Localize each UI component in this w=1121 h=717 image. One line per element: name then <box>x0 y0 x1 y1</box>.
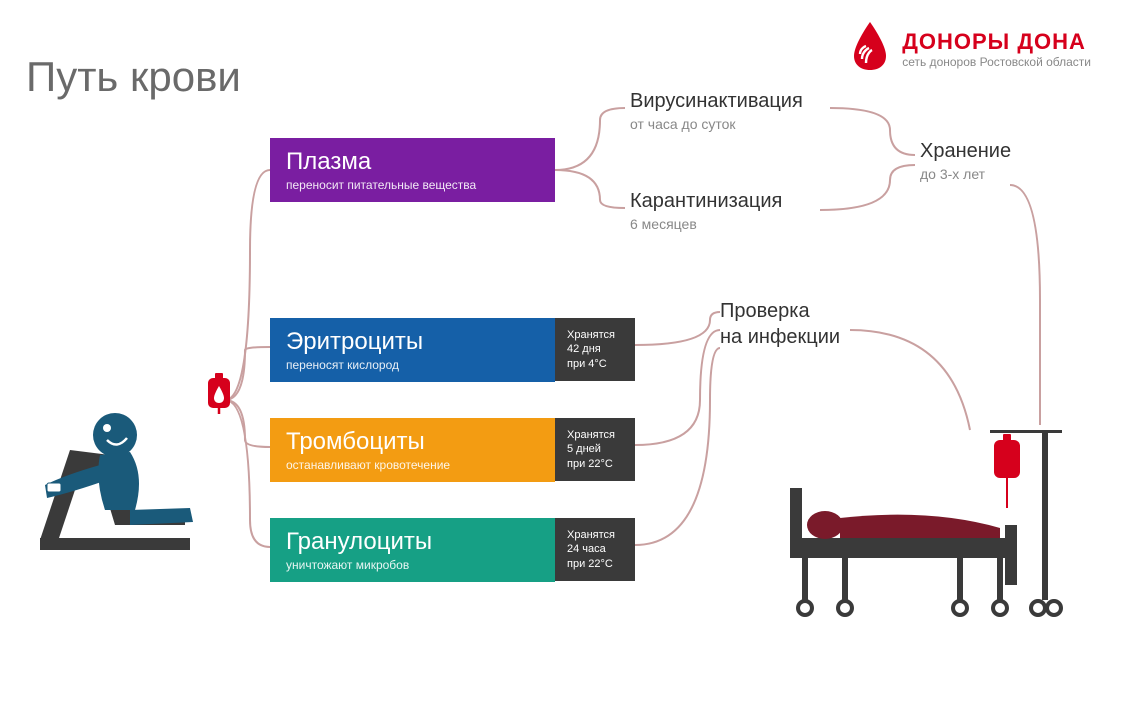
thrombocytes-subtitle: останавливают кровотечение <box>286 458 539 472</box>
stage-title: Карантинизация <box>630 190 782 213</box>
blood-bag-icon <box>205 372 233 419</box>
blood-drop-icon <box>848 20 892 77</box>
storage-line: Хранятся <box>567 328 623 342</box>
erythrocytes-title: Эритроциты <box>286 328 539 356</box>
storage-line: 5 дней <box>567 442 623 456</box>
granulocytes-subtitle: уничтожают микробов <box>286 558 539 572</box>
stage-subtitle: от часа до суток <box>630 116 803 132</box>
component-erythrocytes: Эритроциты переносят кислород <box>270 318 555 382</box>
storage-line: при 22°C <box>567 557 623 571</box>
stage-virus-inactivation: Вирусинактивация от часа до суток <box>630 90 803 132</box>
plasma-title: Плазма <box>286 148 539 176</box>
stage-title: Вирусинактивация <box>630 90 803 113</box>
stage-storage: Хранение до 3-х лет <box>920 140 1011 182</box>
donor-figure <box>35 380 200 585</box>
storage-line: 42 дня <box>567 342 623 356</box>
page-title: Путь крови <box>26 53 241 101</box>
storage-line: 24 часа <box>567 542 623 556</box>
storage-line: при 4°C <box>567 357 623 371</box>
plasma-subtitle: переносит питательные вещества <box>286 178 539 192</box>
component-thrombocytes: Тромбоциты останавливают кровотечение <box>270 418 555 482</box>
stage-title: Проверка <box>720 300 840 323</box>
stage-subtitle: на инфекции <box>720 326 840 349</box>
component-granulocytes: Гранулоциты уничтожают микробов <box>270 518 555 582</box>
component-plasma: Плазма переносит питательные вещества <box>270 138 555 202</box>
storage-granulocytes: Хранятся 24 часа при 22°C <box>555 518 635 581</box>
logo-subtitle: сеть доноров Ростовской области <box>902 55 1091 69</box>
stage-title: Хранение <box>920 140 1011 163</box>
storage-erythrocytes: Хранятся 42 дня при 4°C <box>555 318 635 381</box>
thrombocytes-title: Тромбоциты <box>286 428 539 456</box>
storage-line: Хранятся <box>567 528 623 542</box>
patient-figure <box>790 430 1090 655</box>
storage-line: Хранятся <box>567 428 623 442</box>
logo-title: ДОНОРЫ ДОНА <box>902 29 1091 55</box>
granulocytes-title: Гранулоциты <box>286 528 539 556</box>
storage-thrombocytes: Хранятся 5 дней при 22°C <box>555 418 635 481</box>
stage-infection-check: Проверка на инфекции <box>720 300 840 349</box>
stage-subtitle: 6 месяцев <box>630 216 782 232</box>
stage-quarantine: Карантинизация 6 месяцев <box>630 190 782 232</box>
logo: ДОНОРЫ ДОНА сеть доноров Ростовской обла… <box>848 20 1091 77</box>
storage-line: при 22°C <box>567 457 623 471</box>
stage-subtitle: до 3-х лет <box>920 166 1011 182</box>
erythrocytes-subtitle: переносят кислород <box>286 358 539 372</box>
